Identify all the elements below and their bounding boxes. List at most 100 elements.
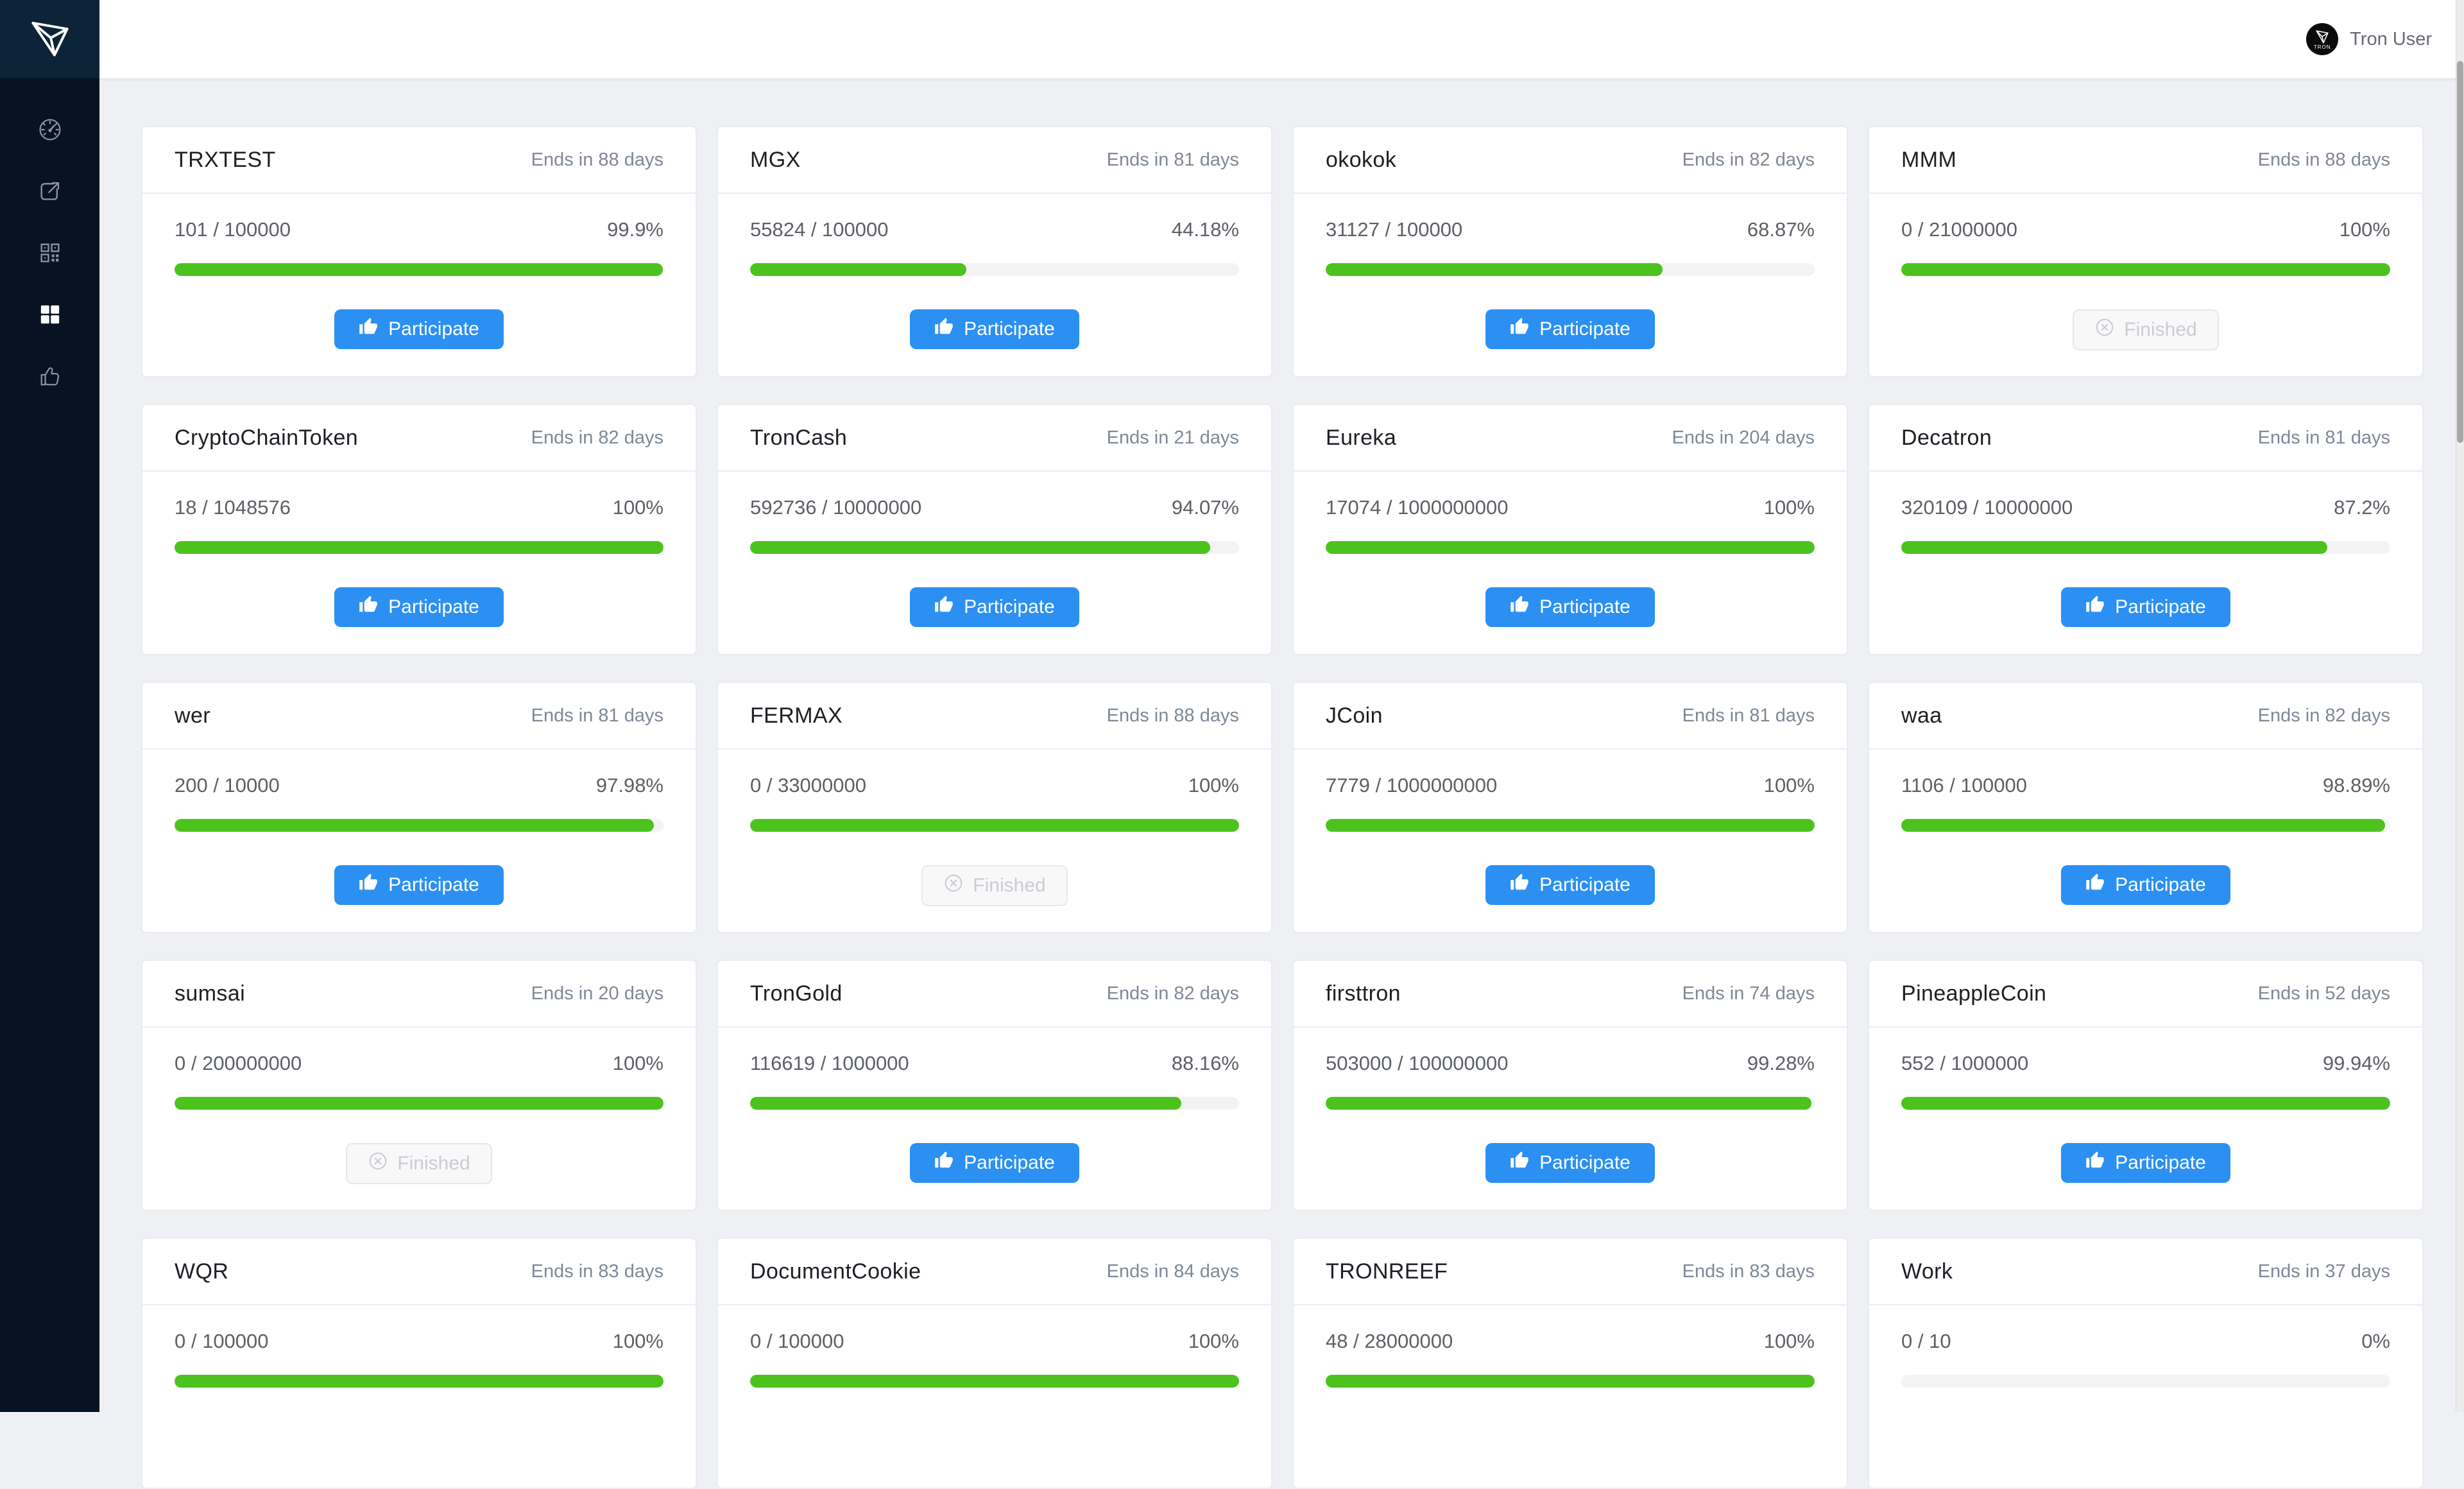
percent-label: 44.18% xyxy=(1171,218,1239,241)
finished-button-label: Finished xyxy=(2124,319,2197,340)
token-name: CryptoChainToken xyxy=(175,425,359,450)
speedometer-icon xyxy=(37,117,63,146)
token-name: JCoin xyxy=(1326,703,1383,728)
user-name-label: Tron User xyxy=(2350,28,2432,49)
participate-button[interactable]: Participate xyxy=(334,587,504,627)
participate-button[interactable]: Participate xyxy=(1485,309,1655,349)
token-card-header: firsttron Ends in 74 days xyxy=(1294,961,1847,1028)
finished-button: Finished xyxy=(921,865,1068,906)
token-card: TronCash Ends in 21 days 592736 / 100000… xyxy=(717,404,1272,655)
token-name: Decatron xyxy=(1901,425,1992,450)
ends-in-label: Ends in 81 days xyxy=(1682,705,1815,726)
token-card: WQR Ends in 83 days 0 / 100000 100% xyxy=(141,1237,697,1489)
raised-fraction: 101 / 100000 xyxy=(175,218,291,241)
token-card-header: Decatron Ends in 81 days xyxy=(1869,405,2422,472)
action-row: Participate xyxy=(750,587,1239,628)
participate-button[interactable]: Participate xyxy=(2061,865,2230,905)
ends-in-label: Ends in 21 days xyxy=(1106,427,1239,448)
action-row: Participate xyxy=(175,587,663,628)
user-menu[interactable]: TRON Tron User xyxy=(2306,23,2432,55)
token-card-body: 116619 / 1000000 88.16% Participate xyxy=(718,1028,1271,1184)
participate-button[interactable]: Participate xyxy=(910,587,1079,627)
token-card-body: 552 / 1000000 99.94% Participate xyxy=(1869,1028,2422,1184)
percent-label: 100% xyxy=(1763,774,1815,796)
sidebar-item-dashboard[interactable] xyxy=(35,118,65,144)
participate-button[interactable]: Participate xyxy=(910,1143,1079,1183)
raised-fraction: 200 / 10000 xyxy=(175,774,280,796)
participate-button[interactable]: Participate xyxy=(2061,587,2230,627)
sidebar-item-votes[interactable] xyxy=(35,365,65,390)
progress-fill xyxy=(175,819,654,832)
token-name: wer xyxy=(175,703,210,728)
token-card: FERMAX Ends in 88 days 0 / 33000000 100%… xyxy=(717,682,1272,933)
progress-bar xyxy=(175,541,663,554)
sidebar-item-receive[interactable] xyxy=(35,241,65,267)
token-card-body: 101 / 100000 99.9% Participate xyxy=(142,194,696,350)
thumbs-up-icon xyxy=(359,595,378,619)
percent-label: 99.9% xyxy=(607,218,663,241)
percent-label: 100% xyxy=(612,1330,663,1352)
sidebar-item-send[interactable] xyxy=(35,180,65,205)
tron-logo-icon xyxy=(26,14,74,65)
token-name: TRONREEF xyxy=(1326,1259,1448,1284)
raised-fraction: 0 / 21000000 xyxy=(1901,218,2018,241)
percent-label: 87.2% xyxy=(2334,496,2390,519)
participate-button[interactable]: Participate xyxy=(1485,865,1655,905)
participate-button-label: Participate xyxy=(2115,1152,2206,1173)
participate-button-label: Participate xyxy=(388,874,479,895)
progress-fill xyxy=(1326,263,1663,276)
scrollbar-thumb[interactable] xyxy=(2457,61,2463,443)
token-card: Eureka Ends in 204 days 17074 / 10000000… xyxy=(1292,404,1848,655)
participate-button-label: Participate xyxy=(964,596,1055,617)
thumbs-up-icon xyxy=(1510,1151,1529,1175)
ends-in-label: Ends in 81 days xyxy=(531,705,663,726)
progress-fill xyxy=(1326,819,1815,832)
sidebar-item-token-sales[interactable] xyxy=(35,303,65,329)
participate-button-label: Participate xyxy=(1539,874,1630,895)
percent-label: 100% xyxy=(612,1052,663,1074)
participate-button-label: Participate xyxy=(2115,874,2206,895)
token-card: TronGold Ends in 82 days 116619 / 100000… xyxy=(717,960,1272,1211)
action-row xyxy=(1901,1421,2390,1462)
participate-button-label: Participate xyxy=(1539,318,1630,340)
raised-fraction: 503000 / 100000000 xyxy=(1326,1052,1509,1074)
participate-button[interactable]: Participate xyxy=(334,309,504,349)
percent-label: 97.98% xyxy=(595,774,663,796)
sidebar xyxy=(0,0,99,1412)
raised-fraction: 0 / 100000 xyxy=(750,1330,844,1352)
raised-fraction: 0 / 10 xyxy=(1901,1330,1951,1352)
participate-button[interactable]: Participate xyxy=(1485,1143,1655,1183)
progress-fill xyxy=(1901,263,2390,276)
progress-bar xyxy=(1901,1375,2390,1388)
percent-label: 98.89% xyxy=(2322,774,2390,796)
thumbs-up-icon xyxy=(934,317,954,341)
participate-button[interactable]: Participate xyxy=(910,309,1079,349)
raised-fraction: 48 / 28000000 xyxy=(1326,1330,1453,1352)
progress-bar xyxy=(750,1097,1239,1110)
participate-button[interactable]: Participate xyxy=(1485,587,1655,627)
token-card-header: waa Ends in 82 days xyxy=(1869,683,2422,750)
percent-label: 88.16% xyxy=(1171,1052,1239,1074)
token-card-body: 48 / 28000000 100% xyxy=(1294,1305,1847,1462)
ends-in-label: Ends in 88 days xyxy=(531,149,663,170)
progress-bar xyxy=(1901,263,2390,276)
action-row: Participate xyxy=(1326,587,1815,628)
app-logo[interactable] xyxy=(0,0,99,78)
progress-bar xyxy=(175,1375,663,1388)
token-card: TRXTEST Ends in 88 days 101 / 100000 99.… xyxy=(141,126,697,377)
raised-fraction: 0 / 33000000 xyxy=(750,774,867,796)
progress-bar xyxy=(1901,541,2390,554)
token-name: TronGold xyxy=(750,981,843,1006)
participate-button[interactable]: Participate xyxy=(2061,1143,2230,1183)
progress-fill xyxy=(1901,819,2385,832)
token-card-body: 55824 / 100000 44.18% Participate xyxy=(718,194,1271,350)
percent-label: 100% xyxy=(2339,218,2390,241)
progress-bar xyxy=(175,263,663,276)
participate-button[interactable]: Participate xyxy=(334,865,504,905)
token-card-body: 0 / 100000 100% xyxy=(718,1305,1271,1462)
token-name: DocumentCookie xyxy=(750,1259,921,1284)
token-card: JCoin Ends in 81 days 7779 / 1000000000 … xyxy=(1292,682,1848,933)
token-name: TronCash xyxy=(750,425,848,450)
percent-label: 68.87% xyxy=(1747,218,1815,241)
progress-bar xyxy=(1901,819,2390,832)
